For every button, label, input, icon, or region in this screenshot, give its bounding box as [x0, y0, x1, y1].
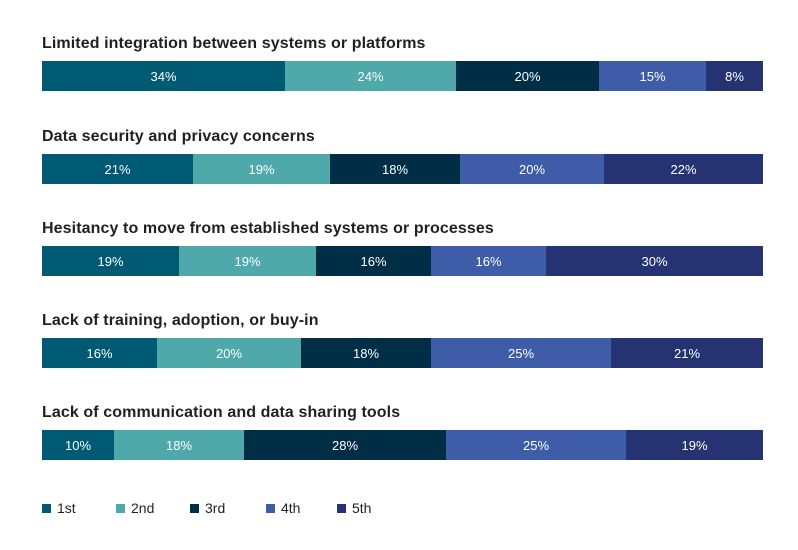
legend-swatch	[337, 503, 346, 513]
legend-swatch	[266, 503, 275, 513]
chart-row: Lack of training, adoption, or buy-in 16%…	[42, 310, 763, 368]
data-label: 24%	[357, 68, 384, 84]
legend-label: 4th	[281, 500, 301, 516]
legend-item-5th: 5th	[337, 500, 371, 516]
bar-segment-2nd: 18%	[114, 430, 244, 460]
legend-swatch	[42, 503, 51, 513]
category-label: Data security and privacy concerns	[42, 128, 315, 145]
bar-segment-2nd: 19%	[193, 154, 330, 184]
stacked-bar: 21% 19% 18% 20% 22%	[42, 154, 763, 184]
stacked-bar: 10% 18% 28% 25% 19%	[42, 430, 763, 460]
bar-segment-5th: 8%	[706, 61, 763, 91]
legend-label: 3rd	[205, 500, 226, 516]
data-label: 16%	[360, 253, 387, 269]
data-label: 18%	[165, 437, 193, 453]
legend-label: 1st	[57, 500, 76, 516]
chart-row: Lack of communication and data sharing t…	[42, 402, 763, 460]
data-label: 19%	[97, 253, 124, 269]
data-label: 21%	[673, 345, 701, 361]
data-label: 19%	[234, 253, 261, 269]
data-label: 34%	[150, 68, 177, 84]
data-label: 30%	[641, 253, 668, 269]
data-label: 19%	[681, 437, 708, 453]
data-label: 20%	[518, 161, 546, 177]
bar-segment-3rd: 28%	[244, 430, 446, 460]
legend-label: 2nd	[131, 500, 155, 516]
bar-segment-3rd: 18%	[301, 338, 431, 368]
bar-segment-3rd: 20%	[456, 61, 599, 91]
stacked-bar: 16% 20% 18% 25% 21%	[42, 338, 763, 368]
data-label: 16%	[86, 345, 113, 361]
category-label: Lack of training, adoption, or buy-in	[42, 312, 319, 329]
data-label: 21%	[104, 161, 131, 177]
legend-swatch	[116, 503, 125, 513]
category-label: Lack of communication and data sharing t…	[42, 404, 401, 421]
category-label: Limited integration between systems or p…	[42, 35, 426, 52]
data-label: 20%	[514, 68, 541, 84]
bar-segment-4th: 25%	[431, 338, 611, 368]
bar-segment-4th: 15%	[599, 61, 706, 91]
legend: 1st 2nd 3rd 4th 5th	[42, 500, 371, 516]
legend-item-1st: 1st	[42, 500, 116, 516]
data-label: 19%	[248, 161, 275, 177]
legend-item-4th: 4th	[266, 500, 337, 516]
legend-item-2nd: 2nd	[116, 500, 190, 516]
bar-segment-5th: 21%	[611, 338, 763, 368]
legend-item-3rd: 3rd	[190, 500, 266, 516]
data-label: 25%	[507, 345, 535, 361]
data-label: 10%	[64, 437, 92, 453]
data-label: 8%	[725, 68, 744, 84]
data-label: 20%	[215, 345, 243, 361]
bar-segment-1st: 34%	[42, 61, 285, 91]
bar-segment-1st: 16%	[42, 338, 157, 368]
bar-segment-1st: 19%	[42, 246, 179, 276]
bar-segment-5th: 19%	[626, 430, 763, 460]
data-label: 25%	[522, 437, 550, 453]
data-label: 18%	[352, 345, 380, 361]
category-label: Hesitancy to move from established syste…	[42, 220, 494, 237]
bar-segment-5th: 22%	[604, 154, 763, 184]
data-label: 18%	[381, 161, 409, 177]
bar-segment-4th: 16%	[431, 246, 546, 276]
bar-segment-4th: 20%	[460, 154, 604, 184]
bar-segment-1st: 21%	[42, 154, 193, 184]
legend-swatch	[190, 503, 199, 513]
legend-label: 5th	[352, 500, 372, 516]
data-label: 16%	[475, 253, 502, 269]
bar-segment-4th: 25%	[446, 430, 626, 460]
stacked-bar: 34% 24% 20% 15% 8%	[42, 61, 763, 91]
chart-row: Limited integration between systems or p…	[42, 33, 763, 91]
bar-segment-5th: 30%	[546, 246, 763, 276]
bar-segment-2nd: 20%	[157, 338, 301, 368]
stacked-bar: 19% 19% 16% 16% 30%	[42, 246, 763, 276]
data-label: 15%	[639, 68, 666, 84]
bar-segment-3rd: 16%	[316, 246, 431, 276]
data-label: 22%	[670, 161, 697, 177]
bar-segment-2nd: 24%	[285, 61, 456, 91]
bar-segment-2nd: 19%	[179, 246, 316, 276]
chart-row: Hesitancy to move from established syste…	[42, 218, 763, 276]
data-label: 28%	[331, 437, 359, 453]
bar-segment-1st: 10%	[42, 430, 114, 460]
chart-row: Data security and privacy concerns 21% 19%…	[42, 126, 763, 184]
bar-segment-3rd: 18%	[330, 154, 460, 184]
